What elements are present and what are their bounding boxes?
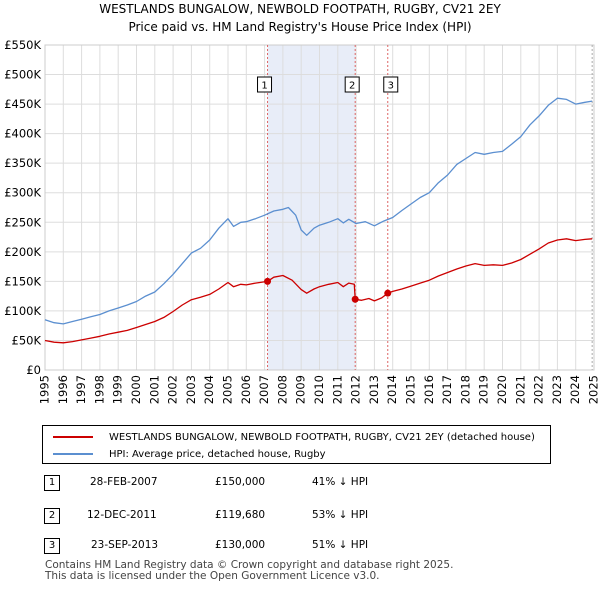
y-tick-label: £300K — [4, 186, 41, 200]
chart-title: WESTLANDS BUNGALOW, NEWBOLD FOOTPATH, RU… — [99, 2, 501, 16]
legend-item-property: WESTLANDS BUNGALOW, NEWBOLD FOOTPATH, RU… — [53, 429, 535, 445]
transaction-point — [384, 289, 392, 297]
transaction-price: £150,000 — [215, 476, 266, 488]
plot-area-border — [44, 44, 595, 371]
transaction-date: 12-DEC-2011 — [87, 509, 157, 521]
y-tick-label: £400K — [4, 127, 41, 141]
x-tick-label: 2007 — [257, 375, 271, 404]
transaction-label-box — [344, 76, 360, 93]
x-tick-label: 2011 — [330, 375, 344, 404]
x-tick-label: 2009 — [294, 375, 308, 404]
transaction-date: 28-FEB-2007 — [90, 476, 158, 488]
x-tick-label: 2014 — [385, 375, 399, 404]
y-tick-label: £50K — [12, 333, 42, 347]
chart-subtitle: Price paid vs. HM Land Registry's House … — [128, 20, 471, 34]
y-tick-label: £100K — [4, 304, 41, 318]
legend-swatch-hpi — [53, 453, 93, 455]
transaction-label: 1 — [261, 81, 267, 92]
x-tick-label: 2012 — [349, 375, 363, 404]
transaction-date: 23-SEP-2013 — [91, 539, 159, 551]
x-tick-label: 1995 — [38, 375, 52, 404]
footer-line-licence: This data is licensed under the Open Gov… — [45, 570, 380, 582]
x-tick-label: 2002 — [166, 375, 180, 404]
legend-swatch-property — [53, 436, 93, 438]
transaction-label-box — [257, 76, 273, 93]
x-tick-label: 2006 — [239, 375, 253, 404]
transaction-label: 2 — [349, 81, 355, 92]
x-tick-label: 2001 — [147, 375, 161, 404]
transaction-label: 3 — [388, 81, 394, 92]
x-tick-label: 2022 — [532, 375, 546, 404]
x-tick-label: 1998 — [92, 375, 106, 404]
transaction-number-badge: 2 — [44, 508, 60, 524]
x-tick-label: 2003 — [184, 375, 198, 404]
y-tick-label: £150K — [4, 274, 41, 288]
transaction-price: £130,000 — [215, 539, 266, 551]
x-tick-label: 2020 — [495, 375, 509, 404]
transaction-hpi: 41% ↓ HPI — [312, 476, 369, 488]
x-tick-label: 1999 — [111, 375, 125, 404]
x-tick-label: 2019 — [477, 375, 491, 404]
y-tick-label: £200K — [4, 245, 41, 259]
hpi-line — [44, 97, 593, 325]
legend-label-hpi: HPI: Average price, detached house, Rugb… — [109, 448, 326, 460]
legend: WESTLANDS BUNGALOW, NEWBOLD FOOTPATH, RU… — [42, 425, 551, 464]
y-tick-label: £500K — [4, 68, 41, 82]
x-tick-label: 2004 — [202, 375, 216, 404]
transaction-number-badge: 1 — [44, 475, 60, 491]
x-tick-label: 2017 — [440, 375, 454, 404]
y-tick-label: £350K — [4, 156, 41, 170]
x-tick-label: 1997 — [74, 375, 88, 404]
x-tick-label: 2010 — [312, 375, 326, 404]
y-tick-label: £0 — [26, 363, 41, 377]
x-tick-label: 2021 — [513, 375, 527, 404]
x-tick-label: 2000 — [129, 375, 143, 404]
table-row: 1 28-FEB-2007 £150,000 41% ↓ HPI — [0, 475, 600, 493]
x-tick-label: 2023 — [550, 375, 564, 404]
shaded-period — [267, 45, 356, 370]
legend-item-hpi: HPI: Average price, detached house, Rugb… — [53, 446, 326, 462]
x-tick-label: 2025 — [587, 375, 600, 404]
table-row: 2 12-DEC-2011 £119,680 53% ↓ HPI — [0, 508, 600, 526]
table-row: 3 23-SEP-2013 £130,000 51% ↓ HPI — [0, 538, 600, 556]
legend-label-property: WESTLANDS BUNGALOW, NEWBOLD FOOTPATH, RU… — [109, 431, 535, 443]
transaction-price: £119,680 — [215, 509, 266, 521]
property-price-line — [44, 238, 593, 344]
x-tick-label: 2008 — [275, 375, 289, 404]
x-tick-label: 1996 — [56, 375, 70, 404]
x-tick-label: 2024 — [568, 375, 582, 404]
transaction-point — [351, 295, 359, 303]
x-tick-label: 2013 — [367, 375, 381, 404]
y-tick-label: £250K — [4, 215, 41, 229]
transaction-label-box — [383, 76, 399, 93]
footer-line-copyright: Contains HM Land Registry data © Crown c… — [45, 559, 454, 571]
transaction-hpi: 51% ↓ HPI — [312, 539, 369, 551]
y-tick-label: £450K — [4, 97, 41, 111]
footer-attribution: Contains HM Land Registry data © Crown c… — [45, 560, 453, 582]
transaction-number-badge: 3 — [44, 538, 60, 554]
x-tick-label: 2018 — [458, 375, 472, 404]
y-tick-label: £550K — [4, 38, 41, 52]
transaction-hpi: 53% ↓ HPI — [312, 509, 369, 521]
x-tick-label: 2015 — [404, 375, 418, 404]
transaction-point — [264, 277, 272, 285]
x-tick-label: 2005 — [221, 375, 235, 404]
x-tick-label: 2016 — [422, 375, 436, 404]
price-chart: WESTLANDS BUNGALOW, NEWBOLD FOOTPATH, RU… — [4, 2, 600, 404]
